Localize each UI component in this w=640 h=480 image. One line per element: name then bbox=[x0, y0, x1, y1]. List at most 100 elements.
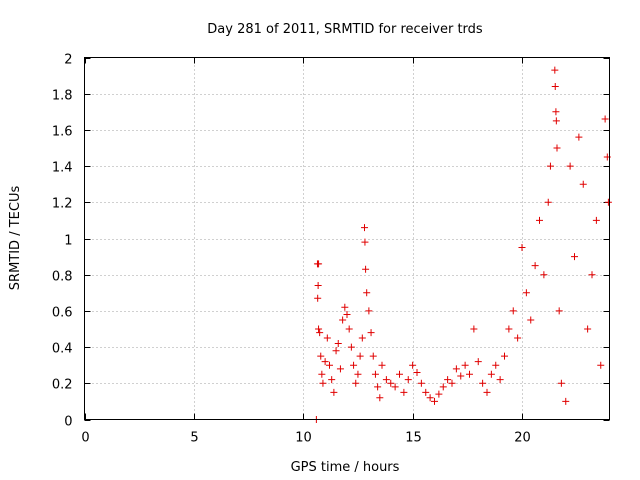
data-point bbox=[319, 379, 327, 387]
axis-ticks bbox=[84, 57, 610, 421]
data-point bbox=[496, 376, 504, 384]
data-point bbox=[452, 365, 460, 373]
grid-lines bbox=[84, 57, 610, 420]
data-point bbox=[448, 379, 456, 387]
y-tick-label: 1.6 bbox=[52, 125, 73, 140]
y-axis-label: SRMTID / TECUs bbox=[8, 186, 23, 291]
data-point bbox=[555, 307, 563, 315]
data-point bbox=[552, 108, 560, 116]
data-point bbox=[321, 358, 329, 366]
data-point bbox=[365, 307, 373, 315]
y-tick-label: 0.8 bbox=[52, 270, 73, 285]
data-point bbox=[426, 394, 434, 402]
data-point bbox=[341, 303, 349, 311]
data-point bbox=[378, 361, 386, 369]
data-point bbox=[350, 361, 358, 369]
y-tick-label: 1.8 bbox=[52, 89, 73, 104]
data-point bbox=[562, 397, 570, 405]
y-tick-label: 0.6 bbox=[52, 306, 73, 321]
data-point bbox=[356, 352, 364, 360]
data-point bbox=[551, 82, 559, 90]
data-point bbox=[391, 383, 399, 391]
data-point bbox=[509, 307, 517, 315]
data-point bbox=[531, 262, 539, 270]
data-point bbox=[553, 144, 561, 152]
data-point bbox=[444, 376, 452, 384]
data-point bbox=[396, 370, 403, 378]
plot-frame bbox=[84, 57, 610, 420]
data-point bbox=[546, 162, 554, 170]
data-point bbox=[584, 325, 592, 333]
data-point bbox=[369, 352, 377, 360]
data-point bbox=[318, 370, 326, 378]
data-point bbox=[336, 365, 344, 373]
data-point bbox=[566, 162, 574, 170]
data-point bbox=[328, 376, 336, 384]
data-point bbox=[522, 289, 530, 297]
data-point bbox=[483, 388, 491, 396]
chart-title: Day 281 of 2011, SRMTID for receiver trd… bbox=[207, 22, 483, 37]
data-point bbox=[367, 329, 375, 337]
data-point bbox=[362, 265, 370, 273]
y-tick-label: 2 bbox=[64, 53, 72, 68]
y-tick-label: 0.2 bbox=[52, 378, 73, 393]
data-point bbox=[314, 294, 322, 302]
data-point bbox=[382, 376, 390, 384]
data-point bbox=[492, 361, 500, 369]
data-point bbox=[345, 325, 353, 333]
data-point bbox=[315, 325, 323, 333]
x-tick-label: 10 bbox=[295, 431, 312, 446]
data-point bbox=[470, 325, 478, 333]
data-point bbox=[404, 376, 412, 384]
data-point bbox=[352, 379, 360, 387]
data-point bbox=[374, 383, 382, 391]
data-point bbox=[544, 198, 552, 206]
y-tick-label: 1.2 bbox=[52, 197, 73, 212]
data-point bbox=[422, 388, 430, 396]
data-point bbox=[330, 388, 338, 396]
data-point bbox=[343, 311, 351, 319]
data-point bbox=[505, 325, 513, 333]
data-point bbox=[551, 66, 559, 74]
data-point bbox=[417, 379, 425, 387]
y-tick-label: 1.4 bbox=[52, 161, 73, 176]
data-point bbox=[363, 289, 371, 297]
data-point bbox=[409, 361, 417, 369]
data-point bbox=[536, 216, 543, 224]
data-point bbox=[439, 383, 447, 391]
data-point bbox=[575, 133, 583, 141]
data-point bbox=[514, 334, 522, 342]
data-points bbox=[312, 66, 612, 423]
data-point bbox=[552, 117, 560, 125]
data-point bbox=[347, 343, 355, 351]
data-point bbox=[361, 238, 369, 246]
data-point bbox=[387, 379, 395, 387]
data-point bbox=[334, 339, 342, 347]
data-point bbox=[323, 334, 331, 342]
data-point bbox=[604, 198, 612, 206]
data-point bbox=[457, 372, 465, 380]
data-point bbox=[501, 352, 508, 360]
x-tick-label: 5 bbox=[190, 431, 198, 446]
data-point bbox=[435, 390, 443, 398]
data-point bbox=[358, 334, 366, 342]
tick-labels: 00.20.40.60.811.21.41.61.820 5 10 15 20 bbox=[52, 53, 531, 446]
data-point bbox=[466, 370, 473, 378]
data-point bbox=[588, 271, 596, 279]
y-tick-label: 1 bbox=[64, 234, 72, 249]
y-tick-label: 0.4 bbox=[52, 342, 73, 357]
data-point bbox=[479, 379, 487, 387]
y-tick-label: 0 bbox=[64, 415, 72, 430]
data-point bbox=[557, 379, 565, 387]
data-point bbox=[314, 282, 322, 290]
x-tick-label: 0 bbox=[81, 431, 89, 446]
data-point bbox=[354, 370, 362, 378]
data-point bbox=[461, 361, 469, 369]
data-point bbox=[400, 388, 408, 396]
data-point bbox=[413, 368, 421, 376]
data-point bbox=[315, 260, 323, 268]
data-point bbox=[316, 329, 324, 337]
data-point bbox=[518, 244, 526, 252]
data-point bbox=[597, 361, 605, 369]
